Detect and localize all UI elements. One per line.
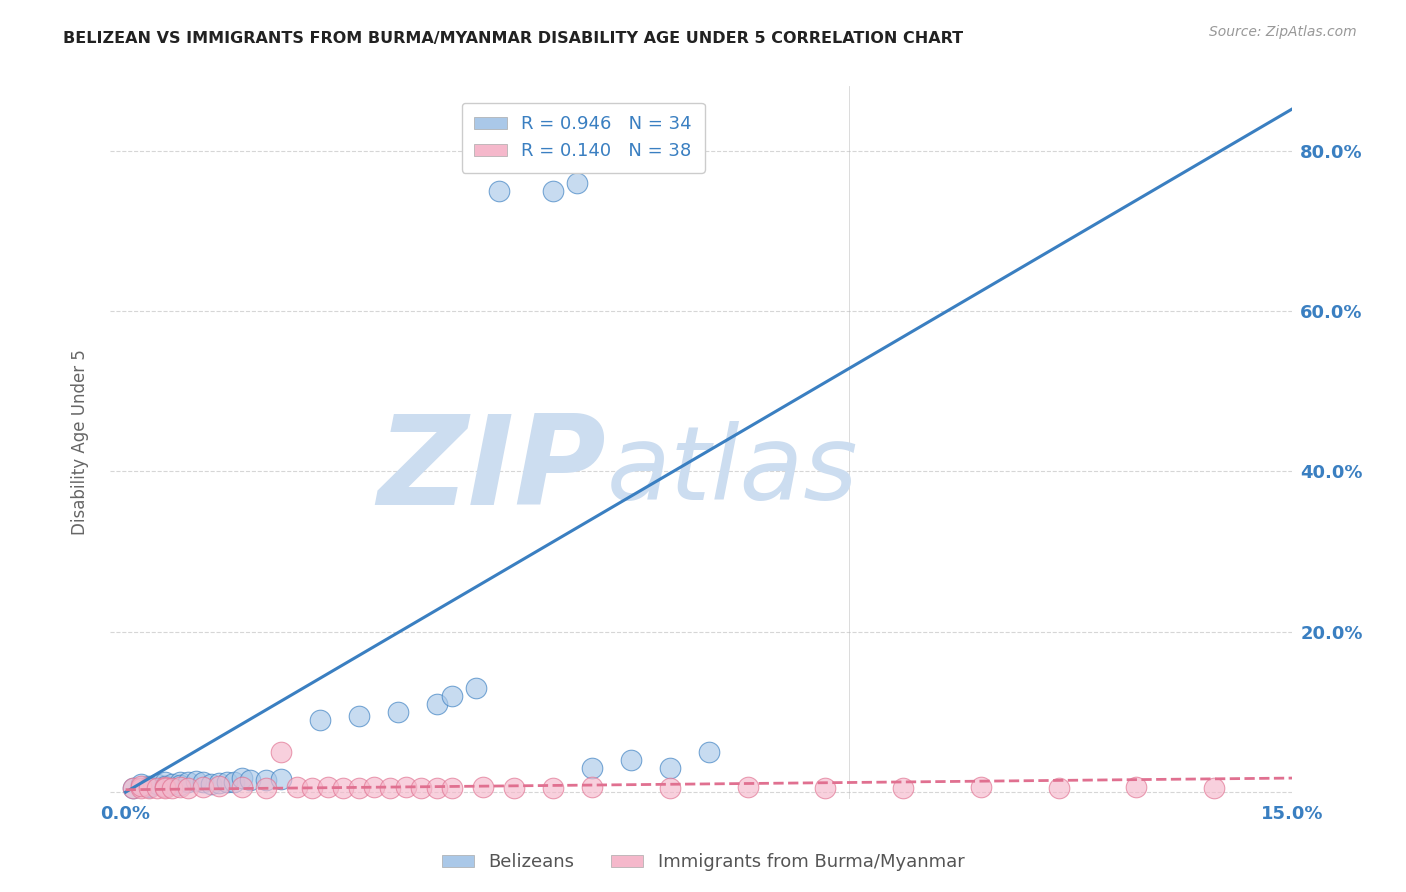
- Point: [153, 775, 176, 789]
- Point: [285, 780, 308, 795]
- Point: [208, 776, 231, 790]
- Point: [658, 781, 681, 796]
- Point: [162, 777, 184, 791]
- Point: [1125, 780, 1147, 795]
- Point: [970, 780, 993, 795]
- Point: [153, 779, 176, 793]
- Point: [129, 781, 152, 796]
- Point: [332, 781, 354, 796]
- Point: [1047, 781, 1070, 796]
- Text: Source: ZipAtlas.com: Source: ZipAtlas.com: [1209, 25, 1357, 39]
- Text: ZIP: ZIP: [378, 410, 606, 532]
- Point: [129, 779, 152, 793]
- Point: [193, 780, 215, 795]
- Point: [193, 774, 215, 789]
- Point: [316, 780, 339, 795]
- Point: [169, 778, 191, 792]
- Point: [169, 780, 191, 795]
- Point: [387, 705, 409, 719]
- Point: [363, 780, 385, 795]
- Point: [565, 176, 588, 190]
- Point: [122, 781, 145, 796]
- Point: [301, 781, 323, 796]
- Point: [153, 781, 176, 796]
- Point: [254, 773, 277, 788]
- Point: [270, 772, 292, 787]
- Point: [620, 753, 643, 767]
- Point: [543, 781, 565, 796]
- Point: [162, 781, 184, 796]
- Point: [426, 697, 449, 711]
- Point: [184, 773, 207, 788]
- Point: [153, 780, 176, 795]
- Point: [231, 772, 253, 786]
- Point: [347, 781, 370, 796]
- Point: [145, 781, 167, 796]
- Point: [378, 781, 401, 796]
- Point: [814, 781, 837, 796]
- Legend: R = 0.946   N = 34, R = 0.140   N = 38: R = 0.946 N = 34, R = 0.140 N = 38: [461, 103, 704, 173]
- Point: [169, 775, 191, 789]
- Point: [426, 781, 449, 796]
- Point: [208, 779, 231, 793]
- Point: [231, 780, 253, 795]
- Point: [215, 775, 238, 789]
- Point: [737, 780, 759, 795]
- Point: [891, 781, 914, 796]
- Point: [658, 761, 681, 775]
- Point: [254, 781, 277, 796]
- Y-axis label: Disability Age Under 5: Disability Age Under 5: [72, 350, 89, 535]
- Text: atlas: atlas: [606, 421, 858, 521]
- Point: [581, 780, 603, 795]
- Point: [1204, 781, 1226, 796]
- Text: BELIZEAN VS IMMIGRANTS FROM BURMA/MYANMAR DISABILITY AGE UNDER 5 CORRELATION CHA: BELIZEAN VS IMMIGRANTS FROM BURMA/MYANMA…: [63, 31, 963, 46]
- Point: [441, 781, 464, 796]
- Point: [441, 689, 464, 703]
- Legend: Belizeans, Immigrants from Burma/Myanmar: Belizeans, Immigrants from Burma/Myanmar: [434, 847, 972, 879]
- Point: [145, 777, 167, 791]
- Point: [543, 184, 565, 198]
- Point: [138, 781, 160, 796]
- Point: [394, 780, 416, 795]
- Point: [581, 761, 603, 775]
- Point: [129, 777, 152, 791]
- Point: [122, 781, 145, 796]
- Point: [472, 780, 495, 795]
- Point: [138, 779, 160, 793]
- Point: [697, 745, 720, 759]
- Point: [224, 774, 246, 789]
- Point: [200, 777, 222, 791]
- Point: [309, 713, 332, 727]
- Point: [488, 184, 510, 198]
- Point: [177, 781, 200, 796]
- Point: [177, 774, 200, 789]
- Point: [138, 780, 160, 794]
- Point: [464, 681, 486, 695]
- Point: [409, 781, 432, 796]
- Point: [239, 773, 262, 788]
- Point: [347, 709, 370, 723]
- Point: [270, 745, 292, 759]
- Point: [503, 781, 526, 796]
